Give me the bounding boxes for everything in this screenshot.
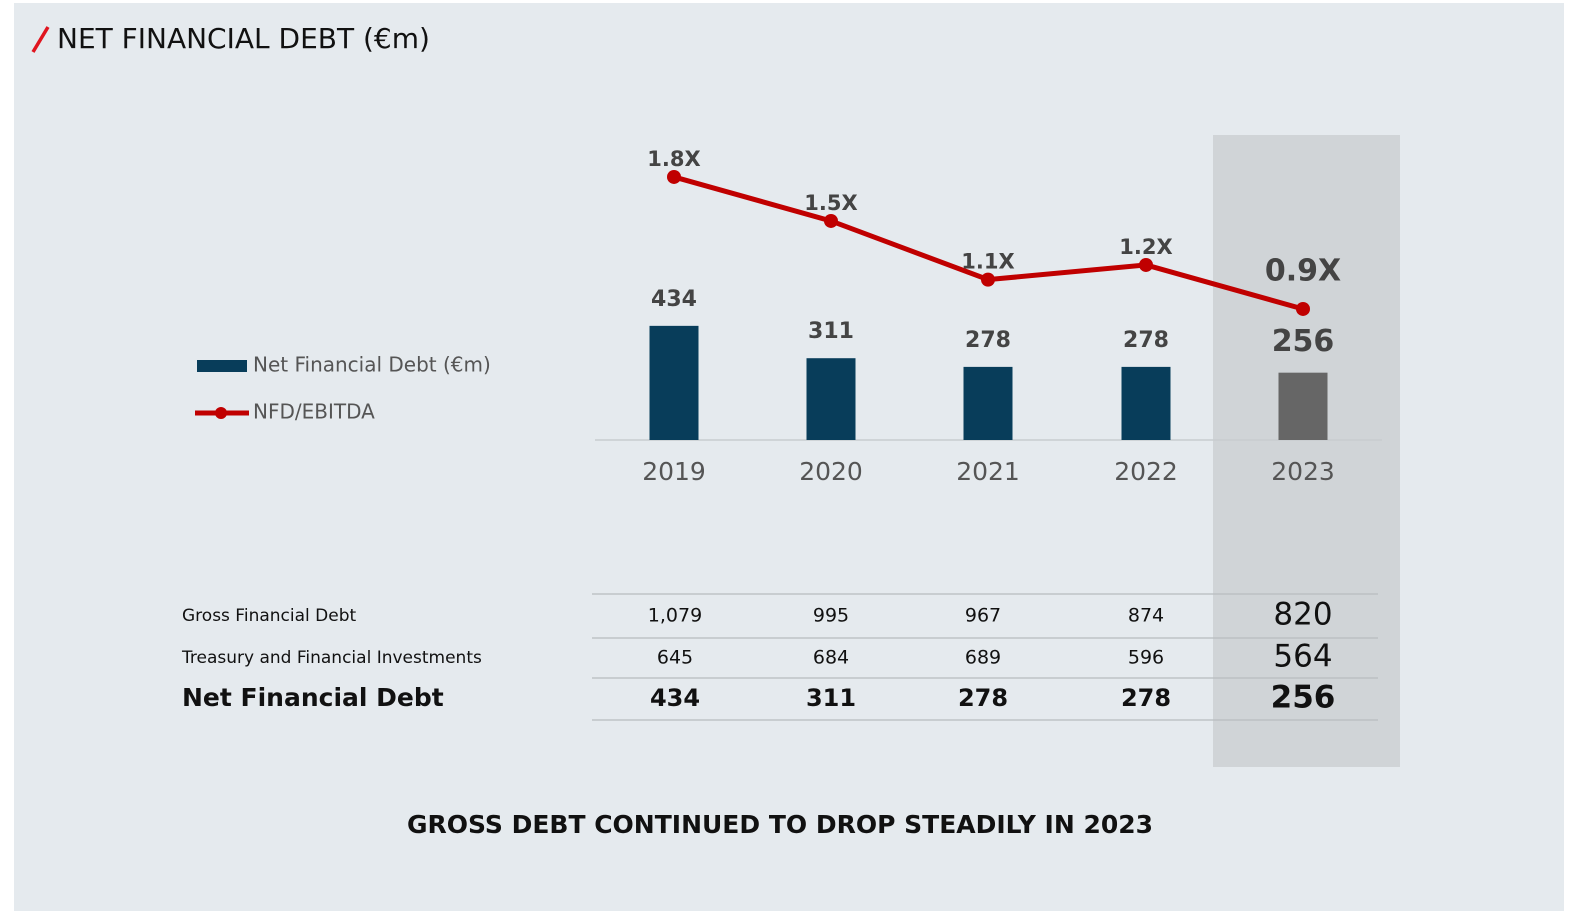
bar [1278, 372, 1328, 440]
table-cell: 596 [1128, 647, 1164, 669]
bar-label: 434 [651, 287, 697, 312]
table-cell: 434 [650, 684, 700, 712]
line-label: 1.1X [961, 250, 1014, 274]
table-cell: 1,079 [648, 605, 702, 627]
row-label: Net Financial Debt [182, 683, 444, 712]
table-cell: 278 [958, 684, 1008, 712]
x-tick-label: 2021 [956, 457, 1020, 486]
bar [963, 366, 1013, 440]
slide-title: NET FINANCIAL DEBT (€m) [57, 22, 430, 55]
table-cell: 874 [1128, 605, 1164, 627]
table-cell: 684 [813, 647, 849, 669]
footer-text: GROSS DEBT CONTINUED TO DROP STEADILY IN… [407, 810, 1153, 839]
line-point [824, 213, 838, 228]
legend-swatch [215, 407, 227, 419]
bar [649, 325, 699, 440]
table-cell: 278 [1121, 684, 1171, 712]
line-label: 1.8X [647, 147, 700, 171]
table-cell: 820 [1273, 597, 1332, 633]
row-label: Gross Financial Debt [182, 606, 356, 626]
line-label: 1.5X [804, 191, 857, 215]
table-cell: 995 [813, 605, 849, 627]
line-label: 1.2X [1119, 235, 1172, 259]
bar [1121, 366, 1171, 440]
table-cell: 689 [965, 647, 1001, 669]
table-cell: 311 [806, 684, 856, 712]
bar-label: 311 [808, 319, 854, 344]
x-tick-label: 2020 [799, 457, 863, 486]
bar-label: 278 [965, 328, 1011, 353]
table-cell: 256 [1271, 680, 1336, 716]
line-point [1139, 257, 1153, 272]
bar [806, 358, 856, 440]
bar-label: 278 [1123, 328, 1169, 353]
row-label: Treasury and Financial Investments [181, 648, 482, 668]
table-cell: 645 [657, 647, 693, 669]
legend-label: Net Financial Debt (€m) [253, 353, 491, 377]
table-cell: 967 [965, 605, 1001, 627]
line-point [1296, 301, 1310, 316]
line-point [667, 169, 681, 184]
x-tick-label: 2022 [1114, 457, 1178, 486]
title-slash [31, 26, 50, 53]
legend-label: NFD/EBITDA [253, 400, 375, 424]
line-point [981, 272, 995, 287]
x-tick-label: 2023 [1271, 457, 1335, 486]
highlight-column [1213, 135, 1400, 767]
x-tick-label: 2019 [642, 457, 706, 486]
table-cell: 564 [1273, 639, 1332, 675]
line-label: 0.9X [1265, 253, 1341, 288]
bar-label: 256 [1272, 324, 1335, 359]
legend-swatch [197, 360, 247, 372]
